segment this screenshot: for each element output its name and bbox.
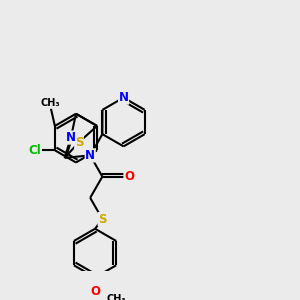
Text: CH₃: CH₃ (40, 98, 60, 108)
Text: S: S (98, 212, 106, 226)
Text: N: N (85, 149, 95, 162)
Text: N: N (118, 91, 129, 104)
Text: Cl: Cl (28, 144, 41, 157)
Text: S: S (75, 136, 83, 149)
Text: N: N (66, 131, 76, 144)
Text: CH₃: CH₃ (106, 294, 126, 300)
Text: O: O (124, 170, 134, 183)
Text: O: O (90, 285, 100, 298)
